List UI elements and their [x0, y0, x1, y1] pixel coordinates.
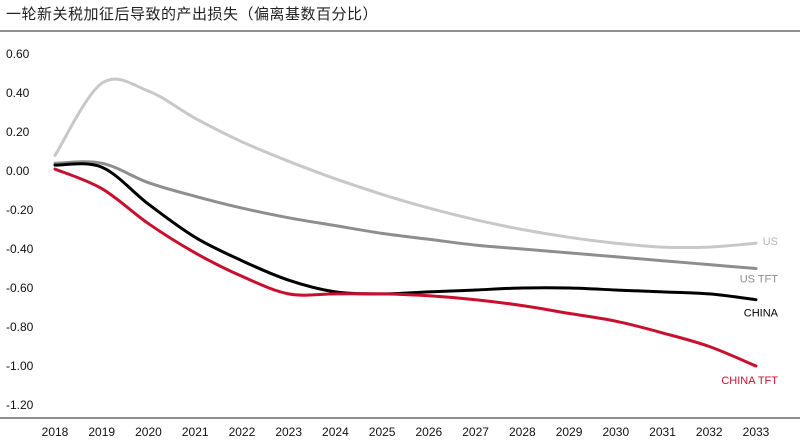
- x-tick-label: 2033: [743, 425, 770, 439]
- x-tick-label: 2023: [275, 425, 302, 439]
- y-tick-label: 0.20: [6, 125, 30, 139]
- x-tick-label: 2031: [649, 425, 676, 439]
- x-tick-label: 2029: [556, 425, 583, 439]
- y-tick-label: -0.60: [6, 281, 34, 295]
- series-label: CHINA: [744, 308, 779, 320]
- x-tick-label: 2027: [462, 425, 489, 439]
- x-tick-label: 2030: [602, 425, 629, 439]
- x-tick-label: 2025: [369, 425, 396, 439]
- y-tick-label: -0.80: [6, 320, 34, 334]
- y-tick-label: 0.60: [6, 47, 30, 61]
- series-line-us-tft: [53, 160, 758, 270]
- y-tick-label: -0.40: [6, 242, 34, 256]
- x-tick-label: 2020: [135, 425, 162, 439]
- series-label: US: [763, 236, 778, 248]
- x-tick-label: 2021: [182, 425, 209, 439]
- series-line-us: [53, 77, 758, 250]
- y-tick-label: -1.20: [6, 398, 34, 412]
- y-tick-label: -1.00: [6, 359, 34, 373]
- series-label: US TFT: [740, 274, 779, 286]
- x-tick-label: 2019: [88, 425, 115, 439]
- y-tick-label: 0.00: [6, 164, 30, 178]
- x-tick-label: 2024: [322, 425, 349, 439]
- series-lines: [53, 77, 758, 368]
- series-labels: US US TFT CHINA CHINA TFT: [721, 236, 778, 387]
- y-tick-label: 0.40: [6, 86, 30, 100]
- x-tick-label: 2026: [416, 425, 443, 439]
- series-line-china-tft: [53, 167, 758, 368]
- x-tick-label: 2032: [696, 425, 723, 439]
- y-axis: 0.60 0.40 0.20 0.00 -0.20 -0.40 -0.60 -0.80 -1.0…: [6, 47, 34, 412]
- x-tick-label: 2018: [42, 425, 69, 439]
- x-axis: 2018 2019 2020 2021 2022 2023 2024 2025 2026 2027…: [42, 425, 770, 439]
- x-tick-label: 2022: [229, 425, 256, 439]
- x-tick-label: 2028: [509, 425, 536, 439]
- series-label: CHINA TFT: [721, 375, 778, 387]
- y-tick-label: -0.20: [6, 203, 34, 217]
- chart-title: 一轮新关税加征后导致的产出损失（偏离基数百分比）: [6, 5, 379, 23]
